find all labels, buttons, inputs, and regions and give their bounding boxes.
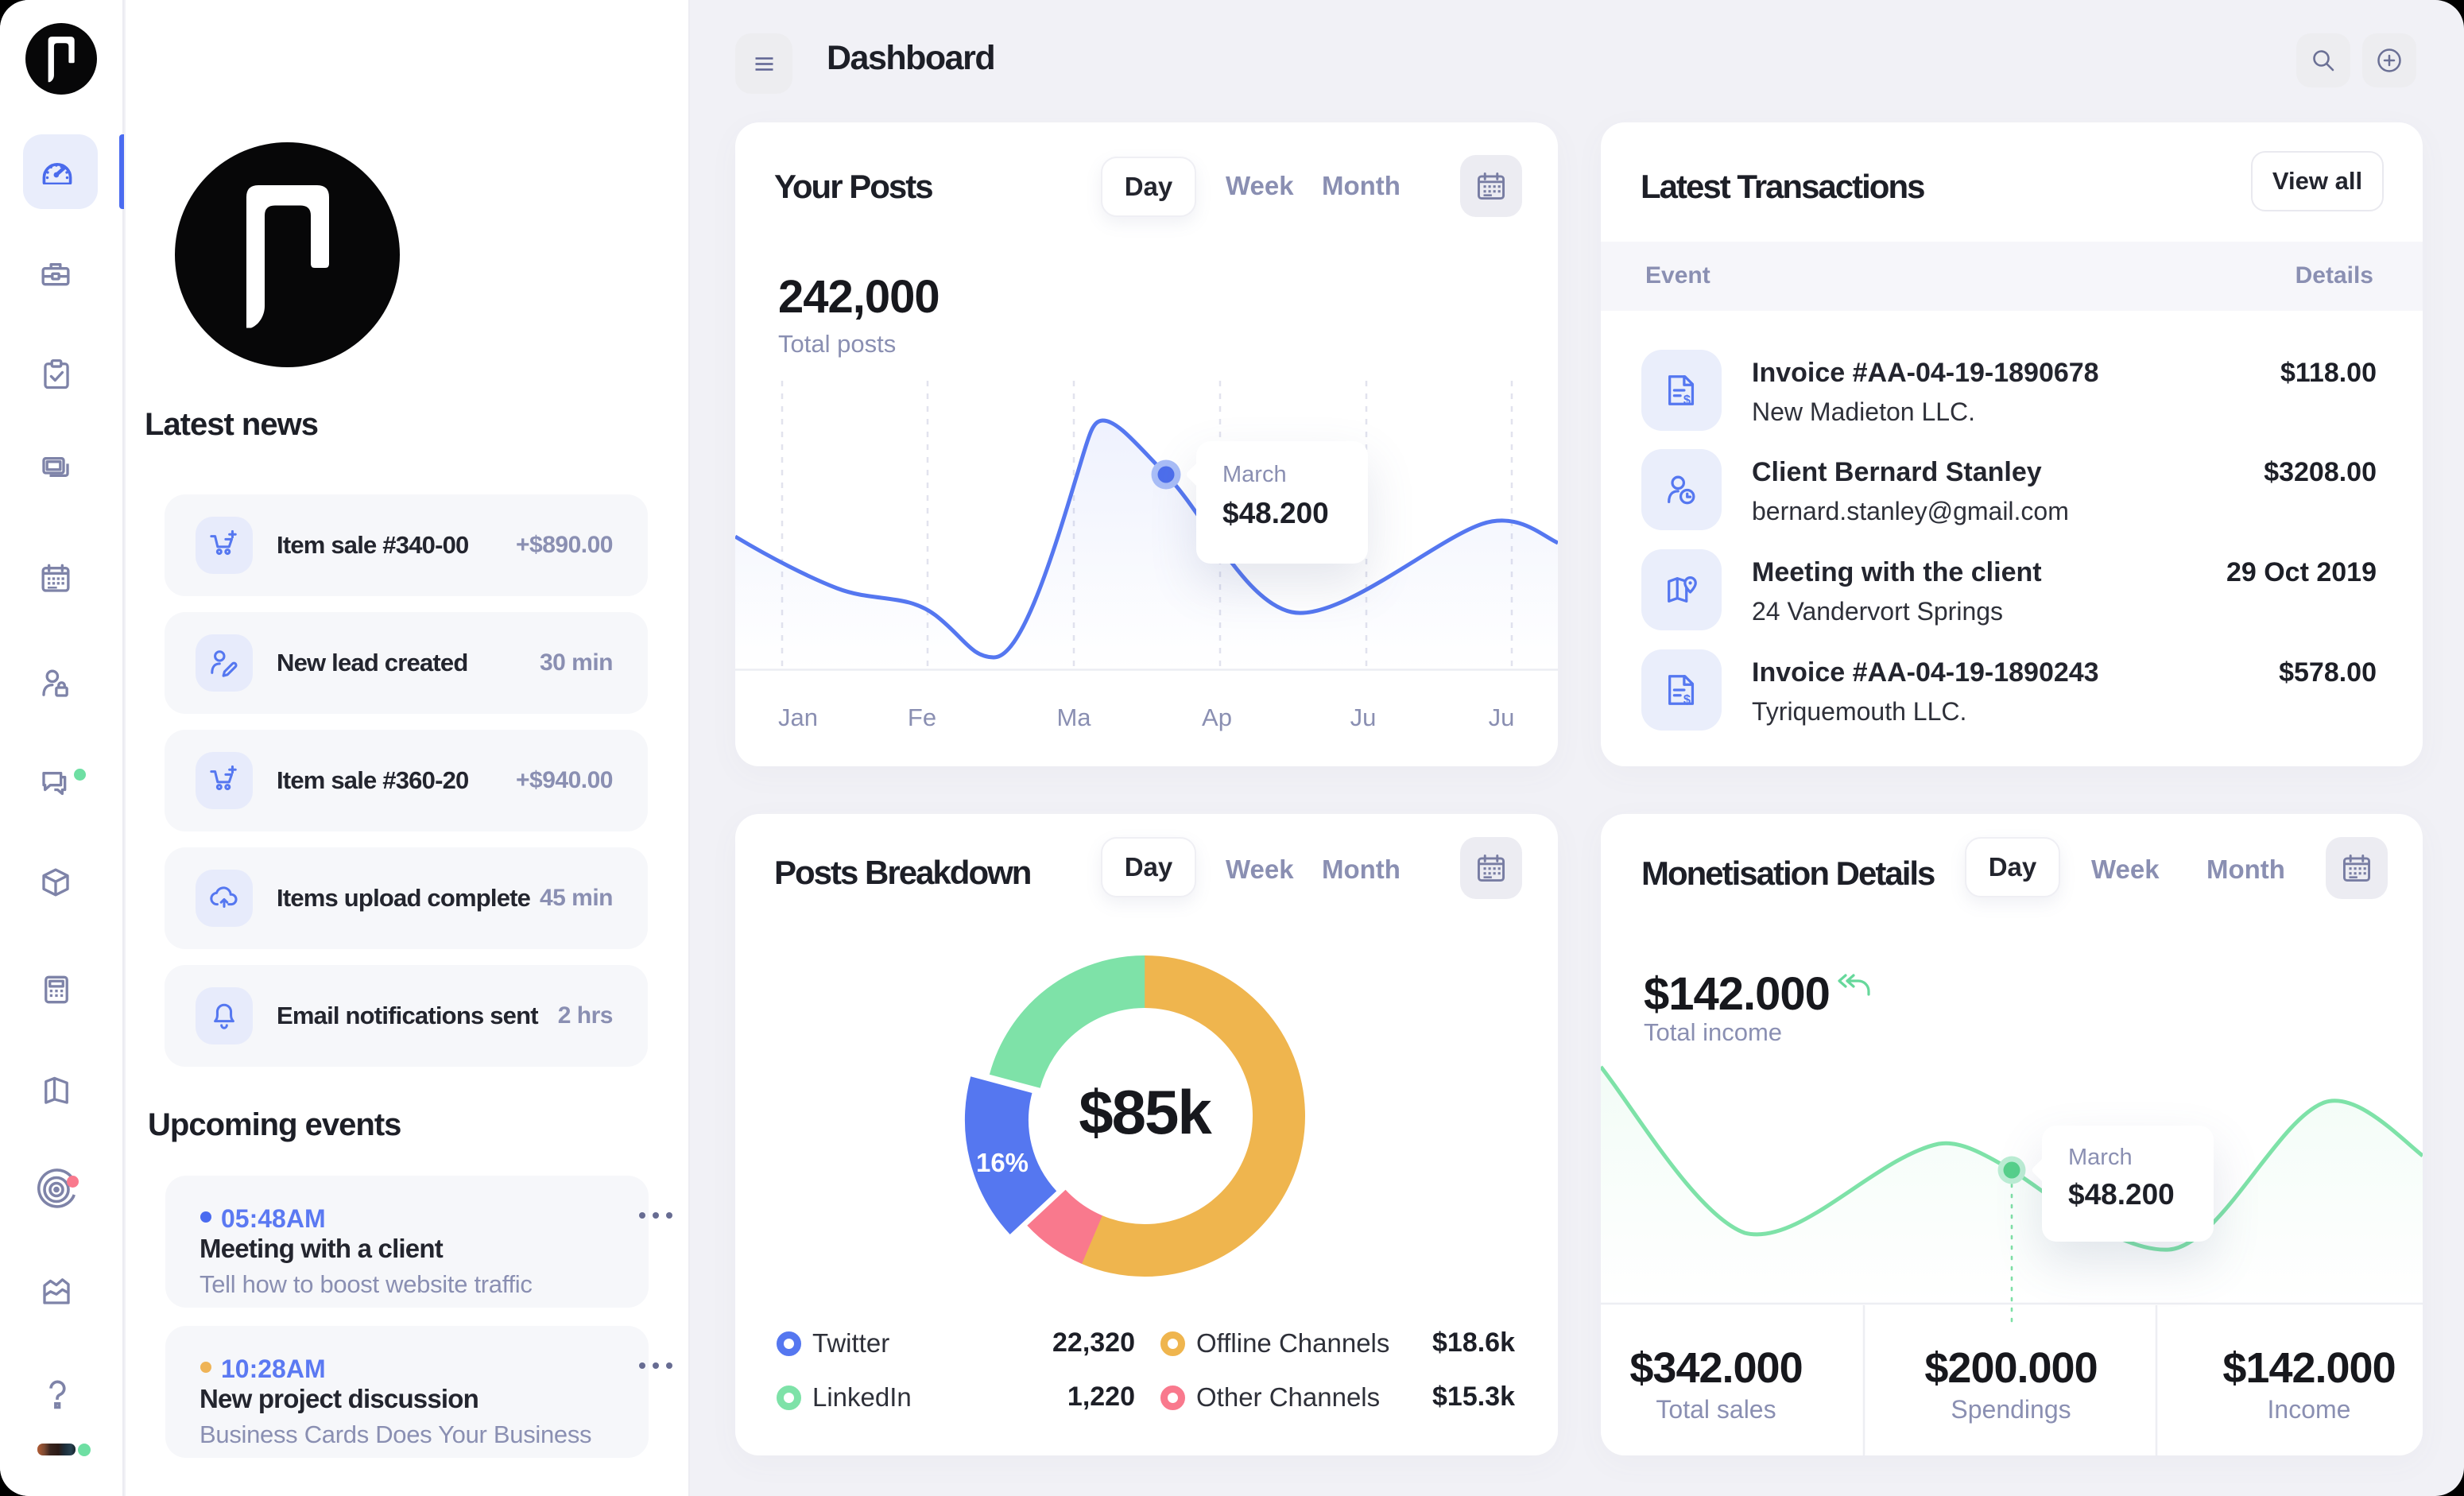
svg-text:Ju: Ju [1489,703,1515,731]
svg-text:Ap: Ap [1202,703,1232,731]
svg-text:Fe: Fe [908,703,936,731]
svg-text:Ma: Ma [1056,703,1091,731]
svg-text:$: $ [1683,692,1690,707]
svg-text:Ju: Ju [1350,703,1377,731]
svg-text:$: $ [1683,393,1690,407]
svg-text:Jan: Jan [778,703,818,731]
